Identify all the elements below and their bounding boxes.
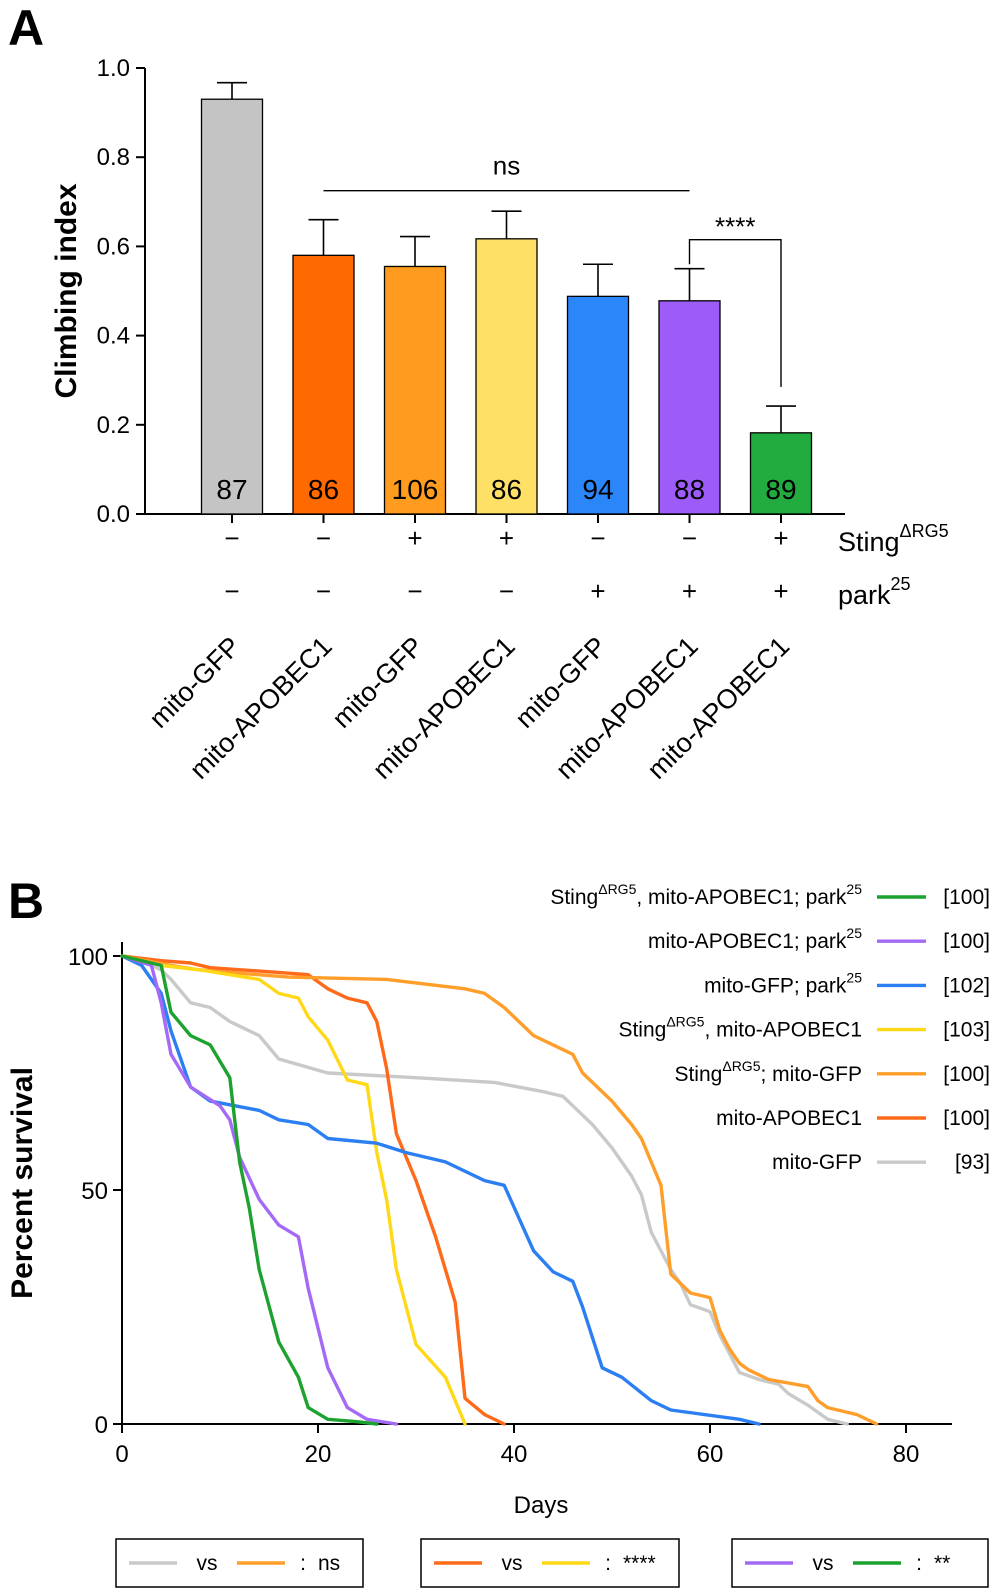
survival-curve: [120, 954, 467, 1426]
comparison-result: ****: [623, 1552, 656, 1575]
y-axis-label: Percent survival: [6, 1067, 39, 1299]
genotype-sign: +: [590, 576, 605, 606]
legend-n: [100]: [943, 930, 990, 953]
y-tick-label: 0.4: [97, 323, 130, 350]
comparison-colon: :: [300, 1552, 306, 1575]
x-axis-label: Days: [514, 1492, 569, 1519]
legend-n: [103]: [943, 1019, 990, 1042]
x-tick-label: 0: [115, 1441, 128, 1468]
bar-n-label: 89: [765, 474, 796, 505]
genotype-row-label: StingΔRG5: [838, 521, 949, 557]
y-tick-label: 50: [81, 1178, 108, 1205]
legend-label: mito-APOBEC1; park25: [648, 925, 862, 953]
bar: [200, 98, 264, 515]
comparison-result: **: [934, 1552, 950, 1575]
legend-n: [100]: [943, 886, 990, 909]
panel-label-a: A: [8, 0, 44, 56]
y-tick-label: 1.0: [97, 55, 130, 82]
panel-label-b: B: [8, 873, 44, 929]
legend-label: mito-GFP: [772, 1151, 862, 1174]
survival-chart: 0 50 100 0 20 40 60 80 Days Percent survival Sting…: [6, 881, 990, 1588]
comparison-vs: vs: [502, 1552, 523, 1575]
ns-label: ns: [493, 151, 520, 181]
y-axis-label: Climbing index: [50, 183, 83, 398]
comparison-colon: :: [916, 1552, 922, 1575]
legend-n: [93]: [955, 1151, 990, 1174]
legend-n: [100]: [943, 1107, 990, 1130]
bar: [475, 238, 538, 515]
genotype-sign: −: [316, 523, 331, 553]
bar-n-label: 86: [491, 474, 522, 505]
legend-n: [100]: [943, 1063, 990, 1086]
genotype-sign: −: [499, 576, 514, 606]
bar-n-label: 106: [392, 474, 439, 505]
genotype-sign: −: [590, 523, 605, 553]
comparison-vs: vs: [813, 1552, 834, 1575]
x-tick-label: 60: [697, 1441, 724, 1468]
legend-label: mito-GFP; park25: [704, 969, 862, 997]
bar: [749, 432, 813, 515]
bar-n-label: 88: [674, 474, 705, 505]
survival-curve: [120, 954, 399, 1426]
significance-label: ****: [715, 212, 755, 242]
genotype-sign: −: [316, 576, 331, 606]
comparison-vs: vs: [197, 1552, 218, 1575]
genotype-sign: −: [682, 523, 697, 553]
legend-label: StingΔRG5, mito-APOBEC1: [618, 1014, 862, 1042]
genotype-sign: −: [407, 576, 422, 606]
legend-label: StingΔRG5; mito-GFP: [674, 1058, 862, 1086]
legend-n: [102]: [943, 974, 990, 997]
survival-curve: [120, 954, 879, 1426]
significance-bracket: [688, 239, 782, 387]
comparison-result: ns: [318, 1552, 340, 1575]
bar-n-label: 94: [582, 474, 613, 505]
survival-curve: [120, 954, 379, 1426]
genotype-sign: +: [773, 523, 788, 553]
genotype-sign: +: [773, 576, 788, 606]
y-tick-label: 100: [68, 944, 108, 971]
genotype-sign: −: [224, 576, 239, 606]
genotype-sign: +: [499, 523, 514, 553]
y-tick-label: 0.0: [97, 501, 130, 528]
x-tick-label: 40: [501, 1441, 528, 1468]
genotype-row-label: park25: [838, 574, 911, 610]
legend-label: mito-APOBEC1: [716, 1107, 862, 1130]
x-tick-label: 20: [305, 1441, 332, 1468]
survival-curve: [120, 954, 506, 1426]
bar: [658, 300, 721, 515]
legend-label: StingΔRG5, mito-APOBEC1; park25: [550, 881, 862, 909]
y-tick-label: 0: [95, 1412, 108, 1439]
genotype-sign: +: [682, 576, 697, 606]
bar-n-label: 87: [216, 474, 247, 505]
y-tick-label: 0.2: [97, 412, 130, 439]
genotype-sign: +: [407, 523, 422, 553]
genotype-sign: −: [224, 523, 239, 553]
comparison-colon: :: [605, 1552, 611, 1575]
bar-n-label: 86: [308, 474, 339, 505]
y-tick-label: 0.6: [97, 233, 130, 260]
x-tick-label: 80: [893, 1441, 920, 1468]
y-tick-label: 0.8: [97, 144, 130, 171]
survival-curve: [120, 954, 849, 1426]
